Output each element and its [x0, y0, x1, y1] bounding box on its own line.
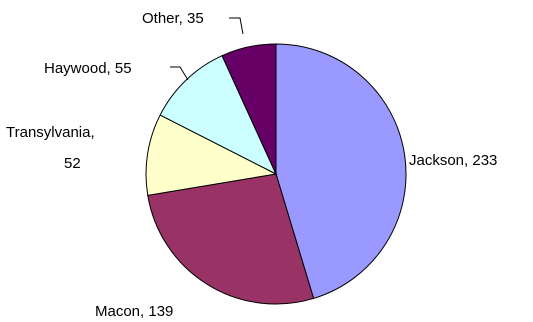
label-haywood: Haywood, 55 — [44, 60, 132, 77]
label-jackson: Jackson, 233 — [409, 152, 497, 169]
slice-other — [221, 43, 277, 175]
leader-line-other — [229, 17, 244, 35]
label-transylvania-line1: Transylvania, — [6, 124, 95, 141]
slice-transylvania — [145, 114, 278, 196]
pie-slices — [145, 43, 407, 305]
slice-haywood — [159, 55, 278, 176]
slice-macon — [147, 173, 315, 305]
label-transylvania-line2: 52 — [64, 155, 81, 172]
leader-line-haywood — [170, 66, 189, 81]
label-macon: Macon, 139 — [95, 303, 173, 320]
label-other: Other, 35 — [142, 10, 204, 27]
slice-jackson — [275, 43, 407, 300]
